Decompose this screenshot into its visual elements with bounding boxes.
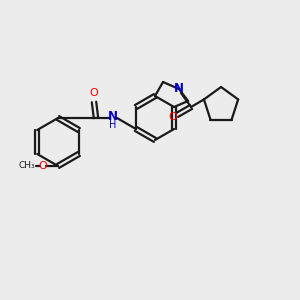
Text: N: N xyxy=(174,82,184,95)
Text: O: O xyxy=(39,161,47,171)
Text: O: O xyxy=(169,112,177,122)
Text: H: H xyxy=(109,120,117,130)
Text: N: N xyxy=(108,110,118,124)
Text: CH₃: CH₃ xyxy=(19,161,35,170)
Text: O: O xyxy=(90,88,98,98)
